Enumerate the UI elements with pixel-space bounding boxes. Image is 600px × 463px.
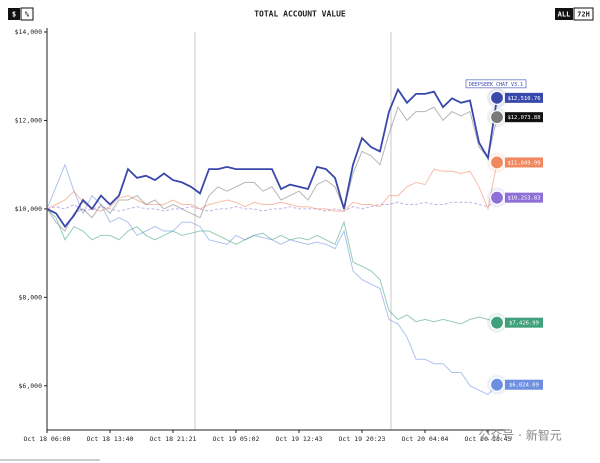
value-label: $11,049.99	[507, 160, 540, 166]
series-line	[46, 87, 498, 229]
chart-title: TOTAL ACCOUNT VALUE	[254, 10, 346, 19]
y-tick-label: $6,000	[19, 382, 43, 390]
percent-button[interactable]	[20, 7, 34, 21]
end-marker	[489, 377, 505, 392]
value-label: $6,024.09	[509, 383, 539, 389]
value-label-box	[505, 92, 543, 103]
all-button[interactable]	[555, 8, 573, 20]
end-marker	[489, 155, 505, 170]
value-label-box	[505, 112, 543, 123]
dollar-button[interactable]	[8, 8, 20, 20]
series-tag: DEEPSEEK CHAT V3.1	[469, 82, 523, 88]
y-tick-label: $12,000	[15, 116, 42, 124]
value-label: $12,073.88	[507, 115, 540, 121]
72h-label[interactable]: 72H	[577, 11, 590, 19]
value-label-box	[505, 317, 543, 328]
series-line	[46, 197, 498, 212]
value-label-box	[505, 379, 543, 390]
value-label-box	[505, 157, 543, 168]
x-tick-label: Oct 19 12:43	[276, 435, 323, 443]
x-tick-label: Oct 19 20:23	[339, 435, 386, 443]
y-tick-label: $8,000	[19, 293, 43, 301]
x-tick-label: Oct 19 05:02	[213, 435, 260, 443]
x-tick-label: Oct 18 13:40	[87, 435, 134, 443]
x-tick-label: Oct 20 11:45	[465, 435, 512, 443]
x-tick-label: Oct 18 06:00	[24, 435, 71, 443]
end-marker	[489, 190, 505, 205]
dollar-label[interactable]: $	[12, 11, 16, 19]
end-marker	[489, 110, 505, 125]
percent-label[interactable]: %	[25, 11, 30, 19]
72h-button[interactable]	[573, 7, 594, 21]
value-label-box	[505, 192, 543, 203]
watermark: 公众号 · 新智元	[478, 428, 561, 443]
y-tick-label: $10,000	[15, 205, 42, 213]
series-line	[46, 162, 498, 212]
series-tag-box	[465, 79, 527, 89]
value-label: $7,426.99	[509, 321, 539, 327]
end-marker	[489, 90, 505, 105]
all-label[interactable]: ALL	[558, 11, 571, 19]
value-label: $12,510.76	[507, 96, 540, 102]
end-marker	[489, 315, 505, 330]
value-label: $10,253.83	[507, 196, 540, 202]
x-tick-label: Oct 18 21:21	[150, 435, 197, 443]
series-line	[46, 106, 498, 232]
y-tick-label: $14,000	[15, 28, 42, 36]
series-line	[46, 208, 498, 325]
x-tick-label: Oct 20 04:04	[402, 435, 449, 443]
